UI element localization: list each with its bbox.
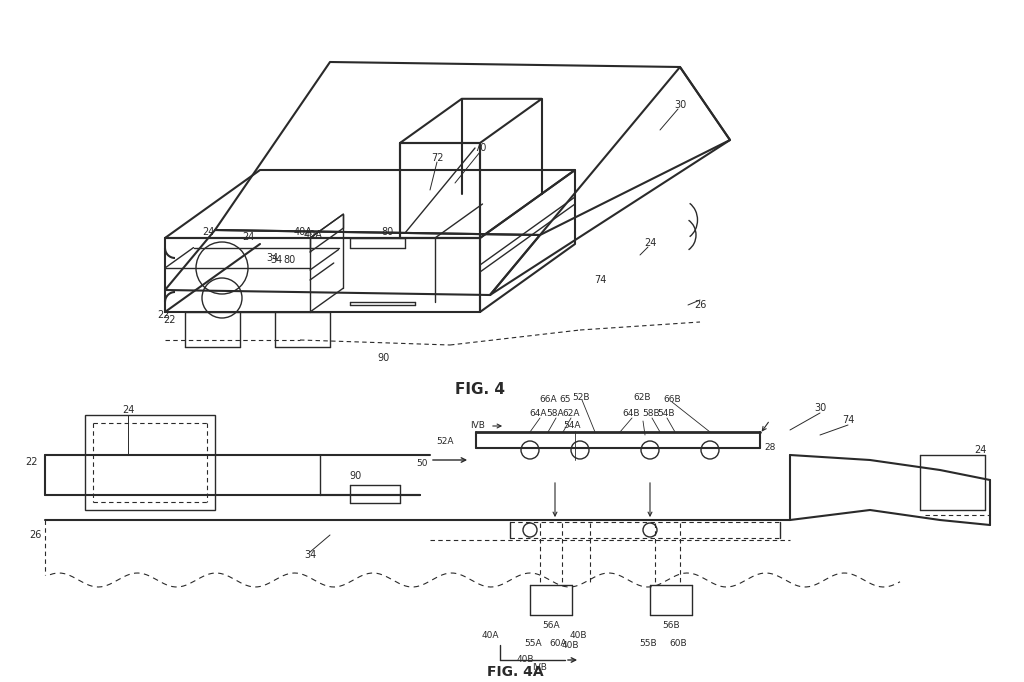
Text: 80: 80 xyxy=(284,255,296,265)
Text: 80: 80 xyxy=(382,227,394,237)
Text: 66B: 66B xyxy=(664,396,681,404)
Text: 54B: 54B xyxy=(657,409,675,417)
Text: 90: 90 xyxy=(349,471,361,481)
Text: 74: 74 xyxy=(842,415,854,425)
Text: 74: 74 xyxy=(594,275,606,285)
Text: 30: 30 xyxy=(674,100,686,110)
Text: 55B: 55B xyxy=(639,638,656,647)
Text: 62A: 62A xyxy=(562,409,580,417)
Text: 55A: 55A xyxy=(524,638,542,647)
Text: 22: 22 xyxy=(26,457,38,467)
Text: 28: 28 xyxy=(764,443,776,452)
Text: 26: 26 xyxy=(694,300,707,310)
Text: 52B: 52B xyxy=(572,393,590,402)
Text: 62B: 62B xyxy=(633,393,650,402)
Text: IVB: IVB xyxy=(471,421,485,430)
Text: 65: 65 xyxy=(559,396,570,404)
Text: 70: 70 xyxy=(474,143,486,153)
Text: 90: 90 xyxy=(377,353,389,363)
Text: 34: 34 xyxy=(266,253,279,263)
Text: 56B: 56B xyxy=(663,621,680,629)
Text: 66A: 66A xyxy=(540,396,557,404)
Text: IVB: IVB xyxy=(532,664,548,672)
Text: 40A: 40A xyxy=(294,227,312,237)
Text: 52A: 52A xyxy=(436,437,454,447)
Text: 24: 24 xyxy=(202,227,214,237)
Text: 58B: 58B xyxy=(642,409,659,417)
Text: 60B: 60B xyxy=(670,638,687,647)
Text: 26: 26 xyxy=(29,530,41,540)
Text: 22: 22 xyxy=(157,310,169,320)
Text: FIG. 4: FIG. 4 xyxy=(455,383,505,398)
Text: 30: 30 xyxy=(814,403,826,413)
Text: 64A: 64A xyxy=(529,409,547,417)
Text: 24: 24 xyxy=(974,445,986,455)
Text: 40A: 40A xyxy=(303,230,323,240)
Text: 24: 24 xyxy=(122,405,134,415)
Bar xyxy=(85,415,215,510)
Text: 60A: 60A xyxy=(549,638,567,647)
Text: 34: 34 xyxy=(270,255,283,265)
Text: 72: 72 xyxy=(431,153,443,163)
Text: 24: 24 xyxy=(644,238,656,248)
Text: 40A: 40A xyxy=(481,630,499,640)
Text: 50: 50 xyxy=(416,458,428,467)
Text: 58A: 58A xyxy=(546,409,564,417)
Text: 56A: 56A xyxy=(542,621,560,629)
Text: 54A: 54A xyxy=(563,421,581,430)
Text: 64B: 64B xyxy=(623,409,640,417)
Text: 24: 24 xyxy=(242,232,254,242)
Text: 40B: 40B xyxy=(569,630,587,640)
Text: FIG. 4A: FIG. 4A xyxy=(486,665,544,679)
Text: 34: 34 xyxy=(304,550,316,560)
Text: 40B: 40B xyxy=(516,655,534,664)
Text: 22: 22 xyxy=(164,315,176,325)
Text: 40B: 40B xyxy=(561,640,579,649)
